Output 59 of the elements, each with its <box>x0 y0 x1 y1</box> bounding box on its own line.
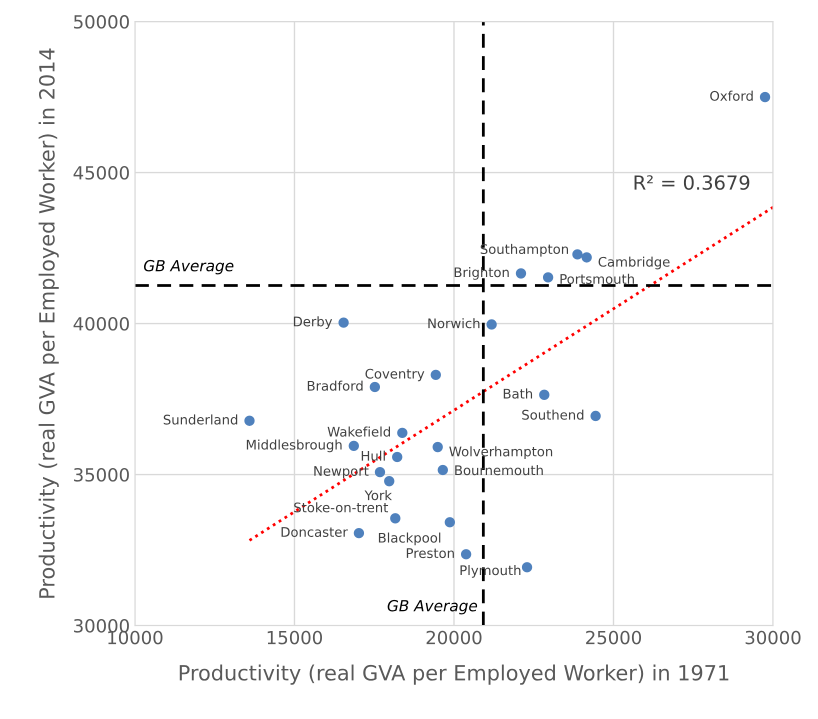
point <box>760 92 770 102</box>
annotation: Brighton <box>454 267 509 280</box>
point <box>374 466 386 478</box>
point <box>582 252 592 263</box>
annotation: Bournemouth <box>455 465 543 476</box>
y-tick-label: 45000 <box>74 166 129 180</box>
annotation: Doncaster <box>282 527 348 537</box>
x-tick-label: 25000 <box>586 630 642 644</box>
annotation: Norwich <box>428 318 480 328</box>
y-tick-label: 50000 <box>74 15 129 29</box>
y-tick-label: 40000 <box>74 317 129 331</box>
point <box>542 272 554 282</box>
x-tick-label: 30000 <box>746 630 801 644</box>
point <box>432 442 443 452</box>
ref-line-label: GB Average <box>388 600 478 614</box>
y-tick-label: 30000 <box>74 618 129 633</box>
x-tick-label: 10000 <box>108 630 162 644</box>
annotation: Wolverhampton <box>449 446 552 459</box>
annotation: York <box>364 490 392 500</box>
point <box>438 464 448 476</box>
ref-line-label: GB Average <box>144 260 234 274</box>
annotation: Bath <box>504 388 532 399</box>
y-tick-label: 35000 <box>74 468 129 482</box>
annotation: Wakefield <box>328 426 390 437</box>
point <box>244 416 255 426</box>
point <box>486 319 497 330</box>
annotation: R² = 0.3679 <box>634 175 750 190</box>
annotation: Southend <box>522 410 584 420</box>
y-axis-title: Productivity (real GVA per Employed Worker) in 2014 <box>38 48 59 598</box>
point <box>384 476 394 486</box>
x-tick-label: 15000 <box>268 630 322 644</box>
point <box>572 249 583 260</box>
annotation: Middlesbrough <box>246 439 342 452</box>
annotation: Coventry <box>365 368 424 382</box>
x-axis-title: Productivity (real GVA per Employed Worker) in 1971 <box>180 664 728 685</box>
point <box>354 528 364 538</box>
point <box>348 440 359 451</box>
annotation: Southampton <box>480 244 568 257</box>
point <box>370 382 380 392</box>
point <box>338 317 349 328</box>
point <box>397 428 408 438</box>
point <box>539 390 550 400</box>
x-tick-label: 20000 <box>426 630 482 644</box>
annotation: Blackpool <box>378 532 440 546</box>
point <box>522 562 532 572</box>
annotation: Derby <box>294 316 332 330</box>
annotation: Bradford <box>308 380 363 391</box>
annotation: Oxford <box>710 90 753 101</box>
point <box>430 370 441 380</box>
annotation: Cambridge <box>598 256 670 270</box>
annotation: Sunderland <box>164 414 238 425</box>
point <box>590 410 601 422</box>
point <box>516 268 526 279</box>
point <box>460 549 472 560</box>
point <box>390 513 400 524</box>
point <box>392 452 402 462</box>
annotation: Portsmouth <box>560 274 634 284</box>
point <box>444 517 455 528</box>
annotation: Preston <box>406 548 454 558</box>
